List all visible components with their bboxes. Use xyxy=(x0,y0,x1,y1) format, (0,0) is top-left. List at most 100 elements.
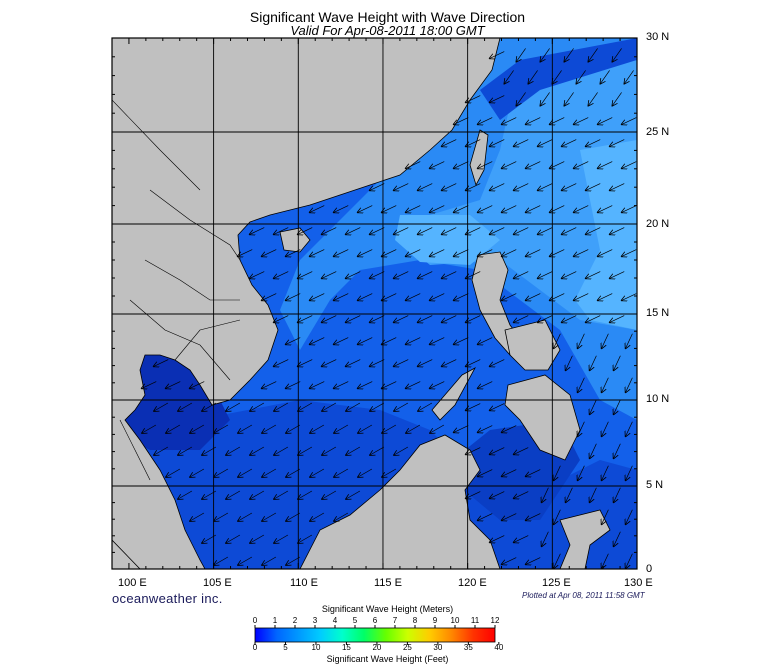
wave-arrow xyxy=(262,424,277,433)
wave-arrow xyxy=(598,293,613,301)
feet-tick-label: 20 xyxy=(372,643,382,652)
meters-tick-label: 11 xyxy=(470,616,480,625)
wave-arrow xyxy=(442,227,457,235)
wave-arrow xyxy=(574,293,589,301)
wave-arrow xyxy=(310,337,325,345)
sea-dark-south xyxy=(112,400,637,569)
wave-arrow xyxy=(370,402,385,411)
wave-arrow xyxy=(250,227,265,235)
credit-text: oceanweather inc. xyxy=(112,591,223,606)
wave-arrow xyxy=(262,556,277,565)
wave-arrow xyxy=(262,512,277,521)
wave-arrow xyxy=(358,293,373,301)
wave-arrow xyxy=(554,333,561,349)
wave-arrow xyxy=(526,557,541,565)
wave-arrow xyxy=(490,139,505,147)
wave-arrow xyxy=(202,490,217,499)
wave-arrow xyxy=(588,92,598,105)
wave-arrow xyxy=(154,446,169,455)
wave-arrow xyxy=(286,468,301,477)
wave-arrow xyxy=(346,446,361,455)
wave-arrow xyxy=(602,553,609,569)
wave-arrow xyxy=(370,446,385,455)
wave-arrow xyxy=(614,531,621,547)
wave-arrow xyxy=(478,337,493,345)
wave-arrow xyxy=(334,205,349,213)
wave-arrow xyxy=(598,249,613,257)
wave-arrow xyxy=(382,249,397,257)
wave-arrow xyxy=(540,92,550,105)
wave-arrow xyxy=(394,315,409,323)
wave-arrow xyxy=(542,531,549,547)
wave-arrow xyxy=(166,381,181,389)
wave-arrow xyxy=(602,421,609,437)
wave-arrow xyxy=(346,490,361,499)
wave-arrow xyxy=(346,315,361,323)
wave-arrow xyxy=(154,402,169,411)
wave-arrow xyxy=(466,227,481,235)
wave-arrow xyxy=(526,117,541,125)
wave-arrow xyxy=(202,534,217,543)
wave-arrow xyxy=(382,337,397,345)
wave-arrow xyxy=(514,535,529,543)
wave-arrow xyxy=(574,205,589,213)
wave-arrow xyxy=(490,403,505,411)
wave-arrow xyxy=(286,337,301,345)
wave-arrow xyxy=(538,315,553,323)
wave-arrow xyxy=(614,443,621,459)
wave-arrow xyxy=(286,424,301,433)
wave-arrow xyxy=(262,381,277,389)
wave-arrow xyxy=(478,117,493,125)
wave-arrow xyxy=(226,446,241,455)
wave-arrow xyxy=(566,355,573,371)
feet-tick-label: 5 xyxy=(283,643,288,652)
wave-arrow xyxy=(490,95,505,103)
lat-label-15n: 15 N xyxy=(646,307,670,319)
wave-arrow xyxy=(562,183,577,191)
wave-arrow xyxy=(358,337,373,345)
wave-arrow xyxy=(538,271,553,279)
wave-arrow xyxy=(490,359,505,367)
wave-arrow xyxy=(610,271,625,279)
meters-tick-label: 12 xyxy=(490,616,500,625)
wave-arrow xyxy=(590,487,597,503)
wave-arrow xyxy=(322,490,337,499)
wave-arrow xyxy=(418,227,433,235)
wave-arrow xyxy=(226,534,241,543)
feet-tick-label: 35 xyxy=(463,643,473,652)
wave-arrow xyxy=(406,161,421,169)
wave-arrow xyxy=(574,249,589,257)
wave-arrow xyxy=(358,424,373,433)
wave-arrow xyxy=(626,553,633,569)
wave-arrow xyxy=(600,70,610,83)
wave-arrow xyxy=(442,139,457,147)
wave-arrow xyxy=(526,205,541,213)
wave-arrow xyxy=(478,513,493,521)
wave-arrow xyxy=(528,70,538,83)
wave-arrow xyxy=(226,402,241,411)
wave-arrow xyxy=(612,92,622,105)
wave-arrow xyxy=(178,402,193,411)
wave-arrow xyxy=(490,227,505,235)
wave-arrow xyxy=(430,337,445,345)
wave-arrow xyxy=(250,534,265,543)
feet-tick-label: 25 xyxy=(402,643,412,652)
wave-arrow xyxy=(562,139,577,147)
wave-arrow xyxy=(466,491,481,499)
wave-arrow xyxy=(614,487,621,503)
wave-arrow xyxy=(442,183,457,191)
wave-arrow xyxy=(394,359,409,367)
wave-arrow xyxy=(526,513,541,521)
wave-arrow xyxy=(310,249,325,257)
wave-arrow xyxy=(514,139,529,147)
wave-arrow xyxy=(286,249,301,257)
meters-tick-label: 8 xyxy=(412,616,418,625)
wave-arrow xyxy=(346,402,361,411)
wave-arrow xyxy=(626,509,633,525)
wave-arrow xyxy=(602,509,609,525)
wave-arrow xyxy=(578,377,585,393)
wave-arrow xyxy=(298,446,313,455)
wave-arrow xyxy=(346,227,361,235)
wave-arrow xyxy=(286,293,301,301)
